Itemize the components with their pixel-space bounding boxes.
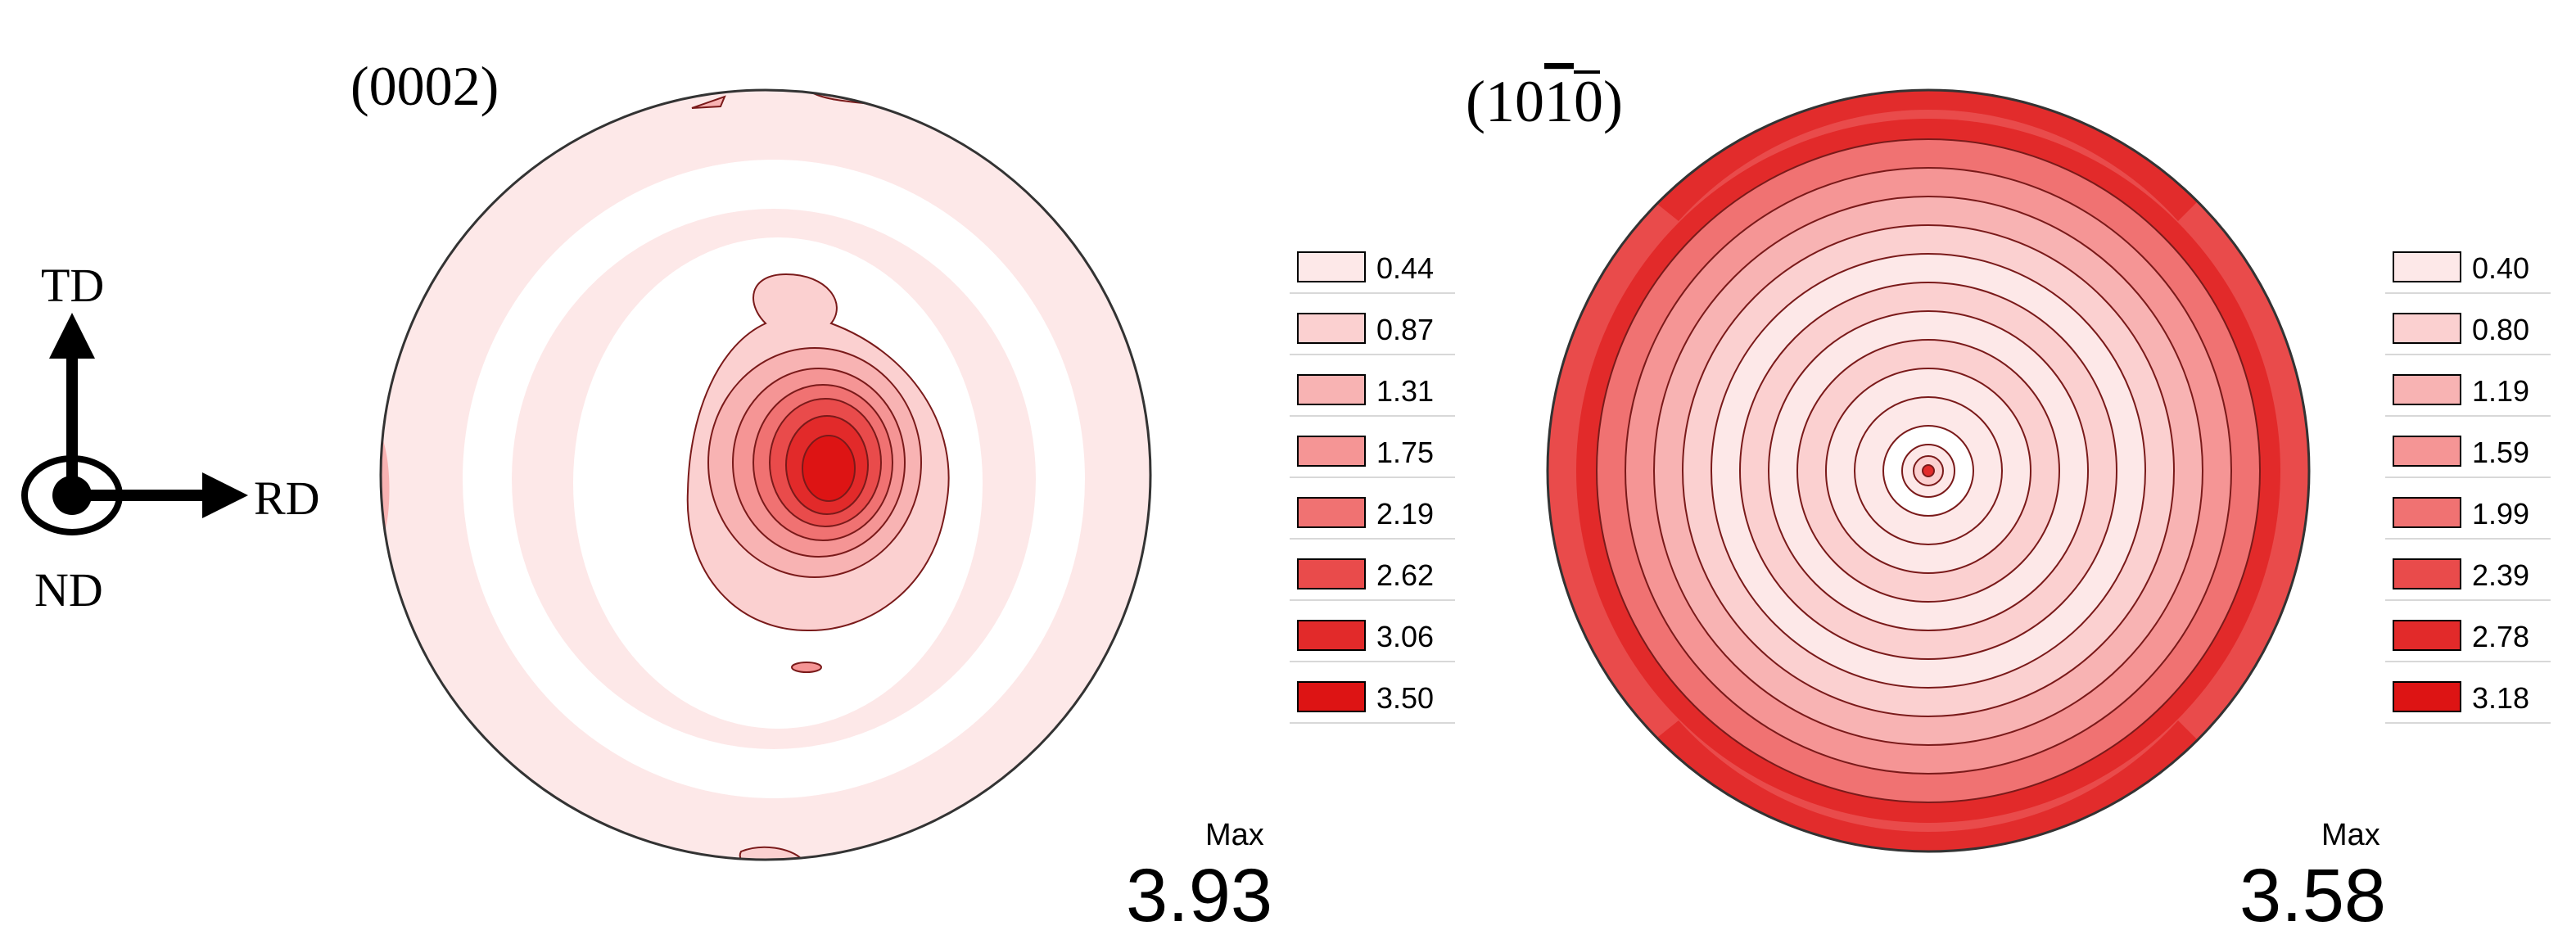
legend-label: 0.87 bbox=[1376, 313, 1434, 346]
legend-1010: 0.40 0.80 1.19 1.59 1.99 2.39 2.78 3.18 bbox=[2385, 251, 2551, 724]
legend-label: 1.99 bbox=[2472, 497, 2529, 531]
legend-label: 2.39 bbox=[2472, 558, 2529, 592]
legend-label: 1.19 bbox=[2472, 374, 2529, 408]
plane-label-0002: (0002) bbox=[350, 55, 499, 117]
max-label-1010: Max bbox=[2321, 818, 2380, 852]
legend-swatch bbox=[2393, 681, 2461, 712]
legend-swatch bbox=[2393, 620, 2461, 651]
legend-label: 3.06 bbox=[1376, 620, 1434, 653]
td-label: TD bbox=[41, 259, 104, 312]
legend-label: 2.19 bbox=[1376, 497, 1434, 531]
legend-swatch bbox=[1297, 374, 1366, 405]
legend-label: 0.40 bbox=[2472, 251, 2529, 285]
legend-label: 2.62 bbox=[1376, 558, 1434, 592]
legend-label: 3.50 bbox=[1376, 681, 1434, 715]
pole-figure-outline-1010 bbox=[1546, 88, 2311, 853]
contour-central-7 bbox=[802, 435, 856, 502]
pole-figure-1010: (1010) 0.400.801.191.591.992.392.783. bbox=[1466, 69, 2551, 937]
nd-symbol-dot bbox=[52, 476, 92, 515]
reference-axes: TD RD ND bbox=[21, 259, 320, 617]
pole-figure-outline-0002 bbox=[379, 88, 1152, 861]
legend-label: 2.78 bbox=[2472, 620, 2529, 653]
rd-label: RD bbox=[254, 472, 320, 525]
plane-label-1010: (1010) bbox=[1466, 69, 1623, 134]
legend-swatch bbox=[2393, 251, 2461, 282]
legend-swatch bbox=[1297, 620, 1366, 651]
legend-label: 3.18 bbox=[2472, 681, 2529, 715]
legend-label: 1.31 bbox=[1376, 374, 1434, 408]
contour-bottom-right-mark bbox=[906, 835, 960, 851]
legend-swatch bbox=[1297, 497, 1366, 528]
legend-swatch bbox=[2393, 497, 2461, 528]
nd-symbol-outer bbox=[21, 455, 123, 535]
contour-lower-dot bbox=[791, 662, 822, 673]
legend-swatch bbox=[2393, 558, 2461, 589]
contour-top-left-mark bbox=[691, 95, 726, 109]
pole-figure-0002: (0002) 0.440.871.311.752.192.623. bbox=[350, 55, 1455, 937]
legend-swatch bbox=[1297, 251, 1366, 282]
legend-swatch bbox=[1297, 436, 1366, 467]
legend-swatch bbox=[1297, 558, 1366, 589]
max-label-0002: Max bbox=[1205, 818, 1264, 852]
legend-swatch bbox=[1297, 313, 1366, 344]
contour-map-1010 bbox=[1548, 90, 2309, 851]
legend-0002: 0.44 0.87 1.31 1.75 2.19 2.62 3.06 3.50 bbox=[1290, 251, 1455, 724]
max-value-0002: 3.93 bbox=[1126, 854, 1272, 937]
legend-label: 1.75 bbox=[1376, 436, 1434, 469]
legend-swatch bbox=[2393, 436, 2461, 467]
legend-swatch bbox=[1297, 681, 1366, 712]
max-value-1010: 3.58 bbox=[2239, 854, 2386, 937]
legend-label: 0.44 bbox=[1376, 251, 1434, 285]
contour-map-0002 bbox=[381, 90, 1150, 860]
legend-swatch bbox=[2393, 374, 2461, 405]
legend-label: 0.80 bbox=[2472, 313, 2529, 346]
nd-label: ND bbox=[34, 563, 103, 617]
legend-swatch bbox=[2393, 313, 2461, 344]
legend-label: 1.59 bbox=[2472, 436, 2529, 469]
plane-label-overline-digit: 1 bbox=[1544, 69, 1574, 134]
